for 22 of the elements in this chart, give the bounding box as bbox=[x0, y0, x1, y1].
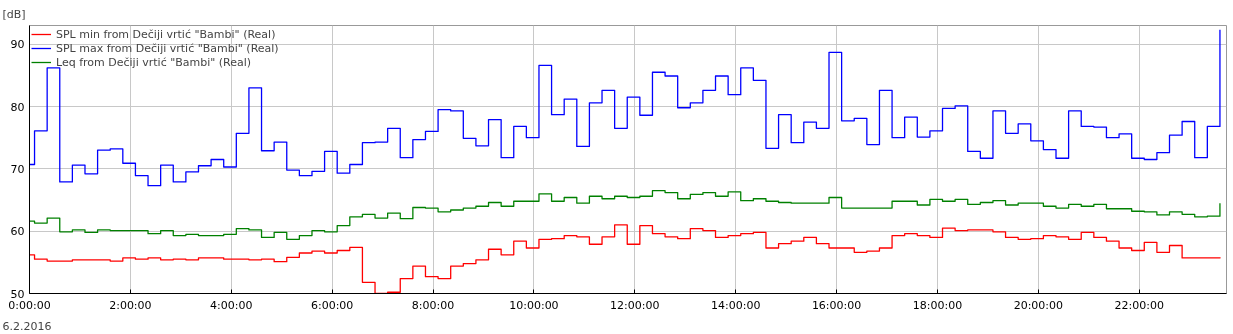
legend-label: SPL min from Dečiji vrtić "Bambi" (Real) bbox=[56, 27, 276, 41]
x-tick-label: 22:00:00 bbox=[1114, 298, 1164, 312]
x-tick-label: 14:00:00 bbox=[710, 298, 761, 312]
x-tick-label: 20:00:00 bbox=[1013, 298, 1064, 312]
y-tick-label: 70 bbox=[10, 162, 25, 176]
x-tick-label: 4:00:00 bbox=[210, 298, 253, 312]
x-tick-label: 10:00:00 bbox=[509, 298, 559, 312]
y-tick-label: 50 bbox=[10, 287, 25, 301]
x-tick-label: 8:00:00 bbox=[411, 298, 455, 312]
y-tick-label: 80 bbox=[10, 100, 25, 114]
y-axis-title: [dB] bbox=[2, 7, 26, 21]
x-tick-label: 6:00:00 bbox=[310, 298, 354, 312]
x-tick-label: 16:00:00 bbox=[811, 298, 862, 312]
legend-label: Leq from Dečiji vrtić "Bambi" (Real) bbox=[56, 55, 252, 69]
legend-label: SPL max from Dečiji vrtić "Bambi" (Real) bbox=[56, 41, 279, 55]
x-tick-label: 12:00:00 bbox=[610, 298, 660, 312]
x-tick-label: 0:00:00 bbox=[8, 298, 51, 312]
x-tick-label: 18:00:00 bbox=[912, 298, 963, 312]
x-tick-label: 2:00:00 bbox=[109, 298, 152, 312]
y-tick-label: 60 bbox=[10, 225, 25, 239]
y-tick-label: 90 bbox=[10, 38, 25, 52]
text: 6.2.2016 bbox=[2, 319, 52, 333]
